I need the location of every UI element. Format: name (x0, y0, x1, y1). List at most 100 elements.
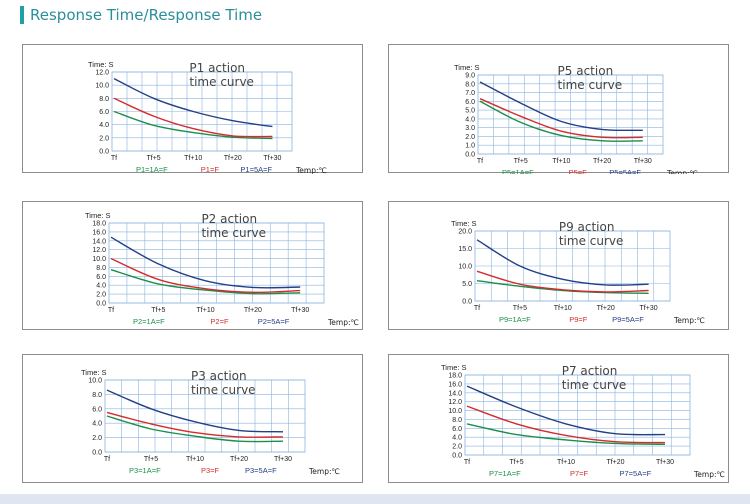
chart-panel-p7: 18.0 16.0 14.0 12.0 10.0 8.0 6.0 4.0 2.0 0.0 Time:… (388, 354, 729, 483)
series-line-3 (106, 389, 284, 433)
series-line-3 (479, 81, 643, 132)
series-line-2 (113, 97, 273, 138)
x-tick-label: Tf+30 (640, 305, 658, 312)
y-axis-title: Time: S (85, 211, 111, 220)
series-line-2 (476, 270, 649, 293)
chart-panel-p5: 9.0 8.0 7.0 6.0 5.0 4.0 3.0 2.0 1.0 0.0 Time: S P5 … (388, 44, 729, 174)
legend-entry: P9=5A=F (612, 315, 644, 324)
chart-title: P7 action (562, 364, 618, 378)
x-tick-label: Tf+20 (230, 456, 248, 463)
x-tick-label: Tf+10 (557, 459, 575, 466)
y-tick-label: 2.0 (96, 292, 106, 299)
chart-title: P5 action (558, 64, 614, 78)
title-accent-bar (20, 6, 24, 24)
legend-entry: P7=F (570, 469, 589, 478)
x-tick-label: Tf+5 (514, 158, 528, 165)
x-tick-label: Tf+10 (186, 456, 204, 463)
x-tick-label: Tf+10 (197, 307, 215, 314)
x-tick-label: Tf+5 (151, 307, 165, 314)
y-tick-label: 16.0 (448, 381, 462, 388)
y-tick-label: 12.0 (92, 247, 106, 254)
chart-subtitle: time curve (189, 75, 254, 89)
y-tick-label: 1.0 (465, 143, 475, 150)
chart-svg-p1: 12.0 10.0 8.0 6.0 4.0 2.0 0.0 Time: S P1 actiont… (88, 60, 327, 174)
y-tick-label: 8.0 (92, 392, 102, 399)
y-tick-label: 2.0 (452, 444, 462, 451)
chart-subtitle: time curve (558, 78, 623, 92)
chart-subtitle: time curve (191, 383, 256, 397)
y-axis-title: Time: S (441, 363, 467, 372)
y-tick-label: 4.0 (92, 421, 102, 428)
y-tick-label: 5.0 (465, 108, 475, 115)
y-tick-label: 7.0 (465, 90, 475, 97)
x-axis-title: Temp:℃ (327, 318, 359, 327)
series-line-2 (466, 405, 666, 444)
chart-panel-p1: 12.0 10.0 8.0 6.0 4.0 2.0 0.0 Time: S P1 action t… (22, 44, 363, 174)
chart-svg-p2: 18.016.0 14.0 12.0 10.0 8.0 6.0 4.0 2.0 0.0 Time:… (85, 211, 359, 327)
legend-entry: P1=5A=F (240, 165, 272, 174)
y-tick-label: 8.0 (96, 265, 106, 272)
chart-panel-p2: 18.0 16.0 14.0 12.0 10.0 8.0 6.0 4.0 2.0 0.0 Time:… (22, 201, 363, 330)
series-line-2 (110, 257, 301, 294)
y-tick-label: 16.0 (92, 229, 106, 236)
chart-title: P9 action (559, 220, 615, 234)
legend-entry: P3=5A=F (245, 466, 277, 475)
legend-entry: P7=1A=F (489, 469, 521, 478)
x-tick-label: Tf+30 (656, 459, 674, 466)
y-tick-label: 2.0 (465, 134, 475, 141)
legend-entry: P3=F (201, 466, 220, 475)
y-tick-label: 4.0 (96, 283, 106, 290)
legend-entry: P1=F (201, 165, 220, 174)
x-tick-label: Tf+20 (597, 305, 615, 312)
legend-entry: P2=5A=F (258, 317, 290, 326)
x-tick-label: Tf (111, 155, 117, 162)
series-line-1 (466, 423, 666, 445)
y-tick-label: 10.0 (88, 378, 102, 385)
y-tick-label: 14.0 (448, 390, 462, 397)
y-tick-label: 6.0 (96, 274, 106, 281)
x-tick-label: Tf+20 (244, 307, 262, 314)
footer-band (0, 494, 750, 504)
series-line-2 (479, 98, 643, 139)
y-tick-label: 5.0 (462, 281, 472, 288)
x-tick-label: Tf+10 (552, 158, 570, 165)
chart-title: P1 action (189, 61, 245, 75)
y-tick-label: 0.0 (465, 152, 475, 159)
x-tick-label: Tf+10 (184, 155, 202, 162)
y-tick-label: 0.0 (96, 301, 106, 308)
chart-panel-p9: 20.0 15.0 10.0 5.0 0.0 Time: S P9 action time c… (388, 201, 729, 330)
legend-entry: P9=1A=F (499, 315, 531, 324)
y-tick-label: 8.0 (465, 81, 475, 88)
y-axis-title: Time: S (454, 63, 480, 72)
y-tick-label: 10.0 (448, 408, 462, 415)
chart-svg-p5: 9.08.0 7.0 6.0 5.04.0 3.0 2.0 1.0 0.0 Time: S P5 … (454, 63, 698, 174)
chart-svg-p3: 10.0 8.0 6.0 4.0 2.0 0.0 Time: S P3 actiontime … (81, 368, 340, 476)
series-line-1 (106, 415, 284, 443)
x-axis-title: Temp:℃ (295, 166, 327, 174)
x-tick-label: Tf+5 (146, 155, 160, 162)
y-tick-label: 14.0 (92, 238, 106, 245)
series-line-3 (476, 239, 649, 286)
x-tick-label: Tf+20 (593, 158, 611, 165)
legend-entry: P2=F (210, 317, 229, 326)
x-tick-label: Tf+30 (291, 307, 309, 314)
y-axis-title: Time: S (451, 219, 477, 228)
chart-subtitle: time curve (201, 226, 266, 240)
x-tick-label: Tf+5 (513, 305, 527, 312)
y-tick-label: 4.0 (452, 435, 462, 442)
y-tick-label: 8.0 (452, 417, 462, 424)
x-axis-title: Temp:℃ (673, 316, 705, 325)
x-tick-label: Tf (474, 305, 480, 312)
chart-title: P2 action (201, 212, 257, 226)
y-tick-label: 10.0 (95, 83, 109, 90)
series-line-3 (113, 77, 273, 128)
y-tick-label: 4.0 (99, 122, 109, 129)
series-line-1 (479, 100, 643, 142)
y-tick-label: 20.0 (458, 229, 472, 236)
x-axis-title: Temp:℃ (666, 169, 698, 174)
y-tick-label: 6.0 (99, 109, 109, 116)
x-tick-label: Tf+5 (144, 456, 158, 463)
x-tick-label: Tf+30 (274, 456, 292, 463)
y-tick-label: 0.0 (92, 450, 102, 457)
